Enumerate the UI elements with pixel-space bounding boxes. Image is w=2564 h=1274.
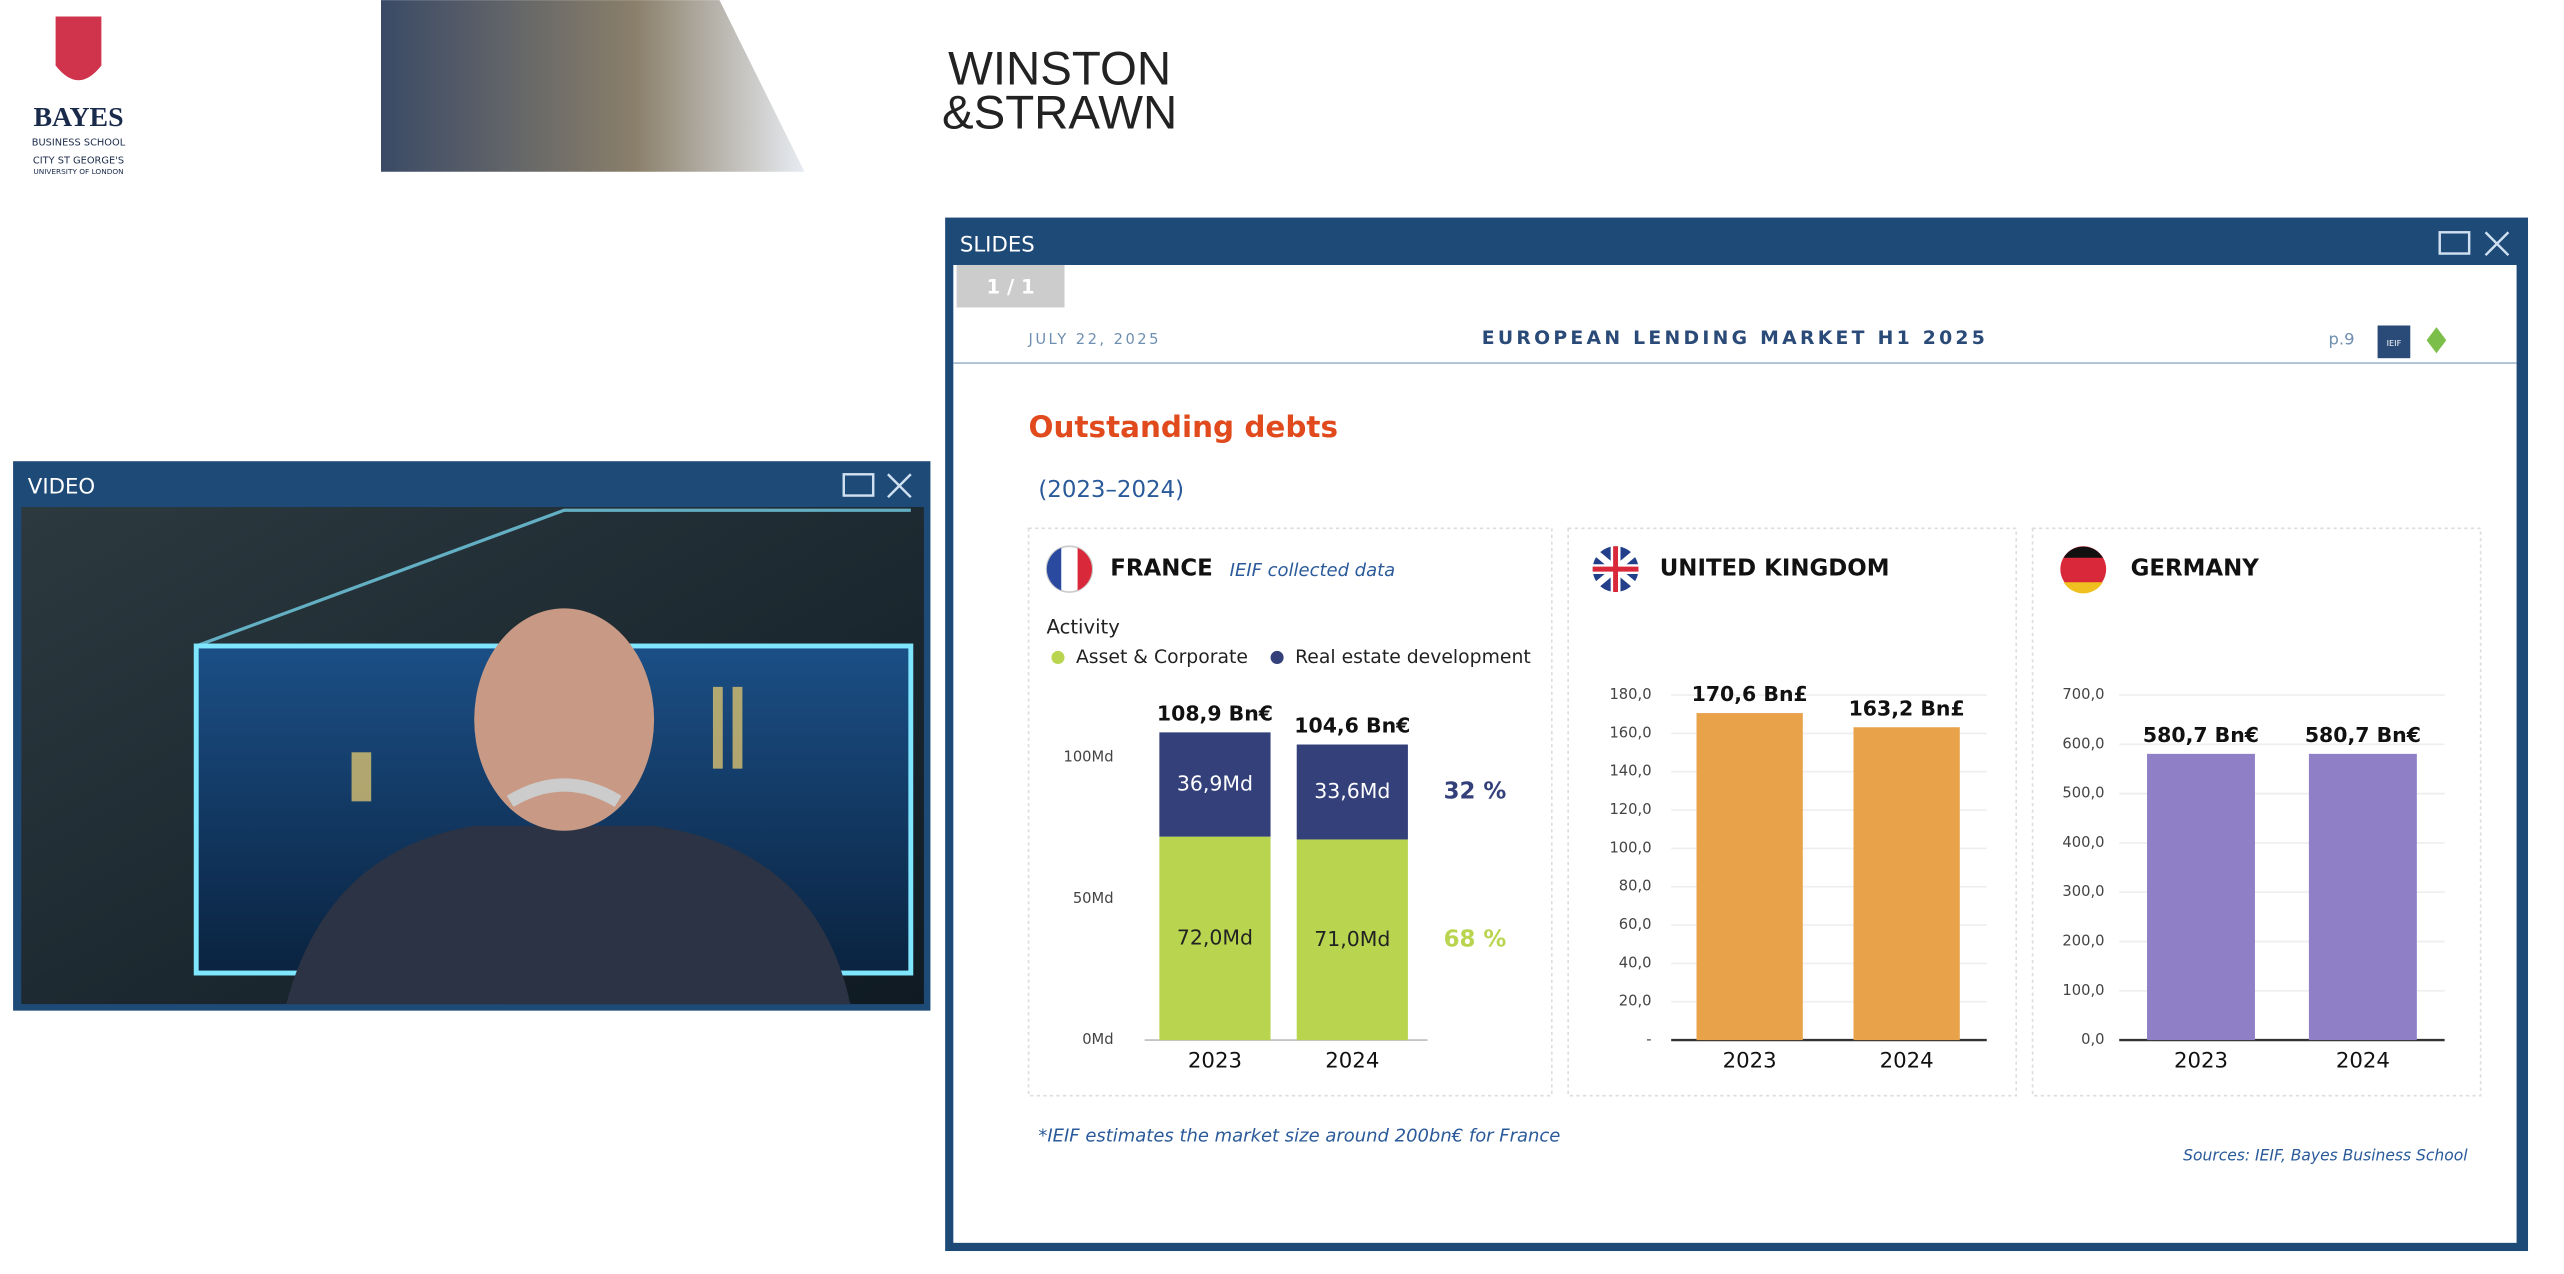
value-label: 170,6 Bn£ xyxy=(1692,682,1808,706)
logo-text: BAYES xyxy=(33,102,123,133)
y-tick-label: 20,0 xyxy=(1619,993,1652,1010)
share-label: 68 % xyxy=(1444,926,1507,952)
close-button[interactable] xyxy=(2484,231,2510,257)
legend-swatch xyxy=(1270,650,1284,664)
y-tick-label: 140,0 xyxy=(1609,763,1651,780)
y-tick-label: 160,0 xyxy=(1609,724,1651,741)
chart-panel xyxy=(1027,527,1553,1097)
y-tick-label: 300,0 xyxy=(2062,883,2104,900)
x-tick-label: 2023 xyxy=(1188,1048,1242,1073)
y-tick-label: - xyxy=(1646,1031,1651,1048)
video-window: VIDEO xyxy=(13,461,931,1011)
y-tick-label: 0,0 xyxy=(2081,1031,2104,1048)
logo-text: UNIVERSITY OF LONDON xyxy=(33,167,123,176)
x-tick-label: 2023 xyxy=(2174,1048,2228,1073)
chart-title: UNITED KINGDOM xyxy=(1660,556,1890,582)
legend-title: Activity xyxy=(1047,616,1121,639)
banner: WINSTON &STRAWN xyxy=(381,0,1202,172)
y-tick-label: 100,0 xyxy=(1609,839,1651,856)
bar-segment xyxy=(1159,732,1271,837)
x-tick-label: 2024 xyxy=(1880,1048,1934,1073)
total-label: 104,6 Bn€ xyxy=(1294,714,1410,738)
flag-germany xyxy=(2060,546,2107,594)
chart-title: FRANCE xyxy=(1110,556,1213,582)
chart-title: GERMANY xyxy=(2131,556,2260,582)
segment-label: 33,6Md xyxy=(1314,779,1390,803)
y-tick-label: 60,0 xyxy=(1619,916,1652,933)
y-tick-label: 120,0 xyxy=(1609,801,1651,818)
logo-text: WINSTON xyxy=(948,43,1171,96)
logo-text: &STRAWN xyxy=(942,87,1177,140)
y-tick-label: 100Md xyxy=(1063,749,1113,766)
legend-swatch xyxy=(1051,650,1065,664)
y-tick-label: 200,0 xyxy=(2062,932,2104,949)
y-tick-label: 100,0 xyxy=(2062,982,2104,999)
y-tick-label: 700,0 xyxy=(2062,686,2104,703)
y-tick-label: 40,0 xyxy=(1619,954,1652,971)
segment-label: 36,9Md xyxy=(1177,771,1253,795)
y-tick-label: 400,0 xyxy=(2062,834,2104,851)
maximize-button[interactable] xyxy=(2438,231,2471,255)
sources: Sources: IEIF, Bayes Business School xyxy=(2183,1147,2468,1165)
logo-text: IEIF xyxy=(2387,338,2402,348)
chart-panel xyxy=(2031,527,2482,1097)
slide-header: EUROPEAN LENDING MARKET H1 2025 xyxy=(1482,328,1988,349)
bar-segment xyxy=(1296,744,1408,840)
slide-heading: Outstanding debts xyxy=(1029,410,1338,444)
page-counter: 1 / 1 xyxy=(987,275,1035,298)
value-label: 580,7 Bn€ xyxy=(2143,723,2259,747)
share-label: 32 % xyxy=(1444,778,1507,804)
segment-label: 72,0Md xyxy=(1177,925,1253,949)
value-label: 163,2 Bn£ xyxy=(1849,696,1965,720)
y-tick-label: 500,0 xyxy=(2062,785,2104,802)
x-tick-label: 2024 xyxy=(1325,1048,1379,1073)
bar-segment xyxy=(1159,836,1271,1041)
y-tick-label: 0Md xyxy=(1082,1031,1113,1048)
slide-period: (2023–2024) xyxy=(1038,477,1184,503)
x-tick-label: 2024 xyxy=(2336,1048,2390,1073)
y-tick-label: 180,0 xyxy=(1609,686,1651,703)
bayes-logo: BAYES BUSINESS SCHOOL CITY ST GEORGE'S U… xyxy=(32,16,126,176)
bar xyxy=(1696,713,1803,1041)
value-label: 580,7 Bn€ xyxy=(2305,723,2421,747)
bar-segment xyxy=(1296,839,1408,1041)
slide-date: JULY 22, 2025 xyxy=(1028,331,1161,348)
y-tick-label: 50Md xyxy=(1073,890,1114,907)
segment-label: 71,0Md xyxy=(1314,927,1390,951)
legend-label: Real estate development xyxy=(1295,647,1531,668)
bar xyxy=(2147,753,2255,1041)
total-label: 108,9 Bn€ xyxy=(1157,701,1273,725)
y-tick-label: 80,0 xyxy=(1619,878,1652,895)
chart-panel xyxy=(1567,527,2018,1097)
close-button[interactable] xyxy=(887,473,912,499)
maximize-button[interactable] xyxy=(842,473,875,497)
x-tick-label: 2023 xyxy=(1723,1048,1777,1073)
y-tick-label: 600,0 xyxy=(2062,735,2104,752)
ieif-logo xyxy=(2377,325,2411,359)
window-title: VIDEO xyxy=(28,474,95,499)
footnote: *IEIF estimates the market size around 2… xyxy=(1038,1126,1560,1147)
legend-label: Asset & Corporate xyxy=(1076,647,1248,668)
flag-uk xyxy=(1592,546,1639,593)
logo-text: CITY ST GEORGE'S xyxy=(33,155,124,166)
bar xyxy=(2308,753,2417,1041)
window-title: SLIDES xyxy=(960,232,1035,257)
page-counter-box xyxy=(956,264,1065,308)
slide-page: p.9 xyxy=(2329,330,2355,349)
bar xyxy=(1853,727,1960,1041)
flag-france xyxy=(1045,545,1094,593)
chart-subtitle: IEIF collected data xyxy=(1230,560,1395,581)
logo-text: BUSINESS SCHOOL xyxy=(32,137,126,148)
